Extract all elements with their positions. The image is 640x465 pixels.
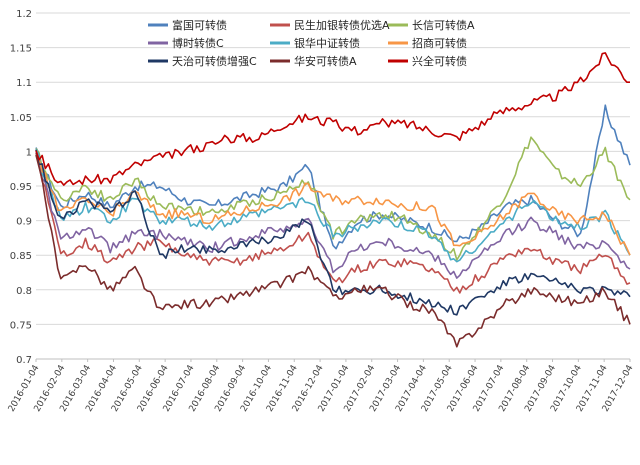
series-lines: [35, 52, 631, 348]
y-tick-label: 0.75: [10, 320, 32, 331]
legend-entry: 博时转债C: [172, 36, 224, 50]
series-line: [35, 149, 631, 316]
y-tick-label: 1.15: [10, 44, 32, 55]
legend-entry: 银华中证转债: [294, 36, 360, 50]
series-line: [35, 153, 631, 279]
legend-entry: 兴全可转债: [412, 54, 467, 68]
series-line: [35, 136, 631, 261]
y-tick-label: 0.95: [10, 182, 32, 193]
y-tick-label: 1.2: [16, 9, 32, 20]
series-line: [35, 148, 631, 263]
series-line: [35, 104, 631, 250]
legend: 富国可转债 民生加银转债优选A 长信可转债A 博时转债C 银华中证转债 招商可转债天治可转…: [148, 18, 475, 68]
y-tick-label: 1: [26, 147, 32, 158]
legend-entry: 民生加银转债优选A: [294, 18, 390, 32]
y-tick-label: 0.85: [10, 251, 32, 262]
y-tick-label: 1.05: [10, 113, 32, 124]
legend-entry: 华安可转债A: [294, 54, 357, 68]
legend-entry: 富国可转债: [172, 18, 227, 32]
legend-entry: 长信可转债A: [412, 18, 475, 32]
y-tick-label: 0.7: [16, 355, 32, 366]
grid-lines: [36, 12, 630, 360]
y-tick-label: 0.9: [16, 217, 32, 228]
legend-entry: 招商可转债: [412, 36, 467, 50]
y-tick-label: 0.8: [16, 286, 32, 297]
series-line: [35, 154, 631, 348]
legend-entry: 天治可转债增强C: [172, 54, 257, 68]
series-line: [35, 52, 630, 186]
y-tick-label: 1.1: [16, 78, 32, 89]
series-line: [35, 152, 631, 294]
